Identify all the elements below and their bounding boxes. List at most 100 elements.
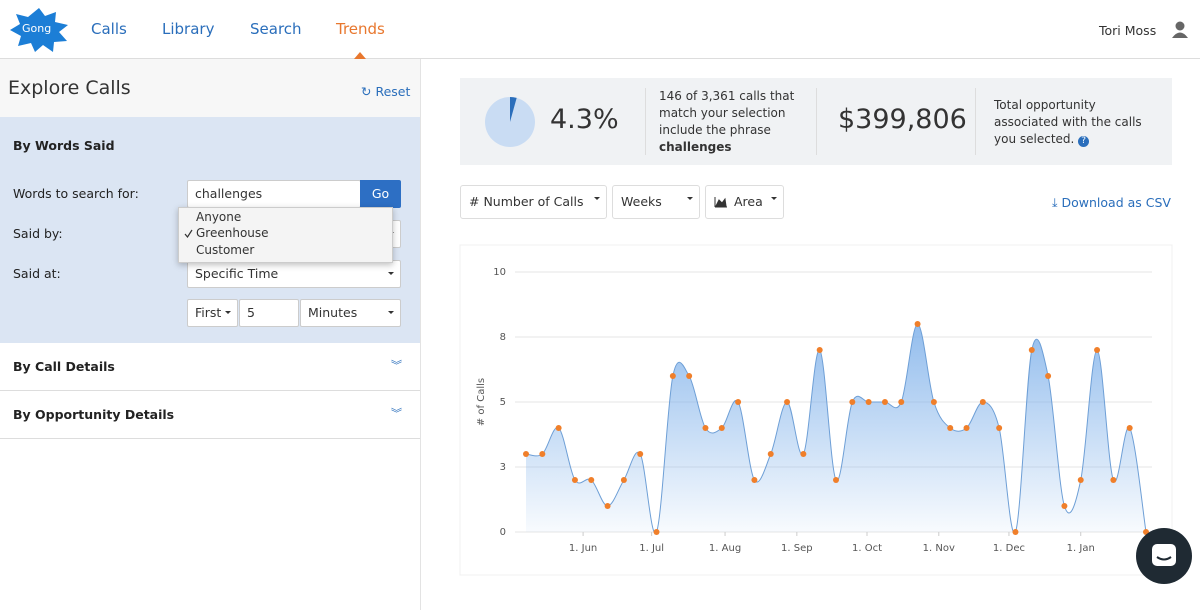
point — [735, 399, 742, 405]
stats-box: 4.3% 146 of 3,361 calls that match your … — [460, 78, 1172, 165]
amount-description: Total opportunity associated with the ca… — [994, 98, 1142, 147]
point — [1110, 477, 1117, 483]
user-icon[interactable] — [1171, 21, 1189, 39]
check-icon — [184, 229, 193, 238]
point — [849, 399, 856, 405]
option[interactable]: Customer — [196, 243, 255, 257]
point — [833, 477, 839, 483]
share-label: 4.3% — [550, 104, 619, 135]
unit-select[interactable]: Minutes — [300, 299, 401, 327]
x-tick-label: 1. Jun — [569, 543, 597, 554]
download-link[interactable]: ⤓ Download as CSV — [1052, 195, 1171, 210]
user-name[interactable]: Tori Moss — [1099, 23, 1157, 38]
first-select[interactable]: First — [187, 299, 238, 327]
y-tick-label: 3 — [500, 462, 506, 473]
area-icon — [714, 197, 727, 208]
description: Total opportunity associated with the ca… — [994, 98, 1142, 146]
point — [996, 425, 1003, 431]
x-tick-label: 1. Dec — [993, 543, 1025, 554]
x-tick-label: 1. Sep — [781, 543, 813, 554]
sidebar: Explore Calls ↻ Reset By Words Said Word… — [0, 59, 421, 610]
logo: Gong — [22, 22, 52, 35]
description: 146 of 3,361 calls that match your selec… — [659, 89, 795, 137]
y-axis-label: # of Calls — [476, 378, 487, 426]
field-label: Words to search for: — [13, 186, 139, 201]
x-tick-label: 1. Jul — [639, 543, 664, 554]
download-text[interactable]: Download as CSV — [1061, 195, 1171, 210]
said-by-dropdown: Anyone Greenhouse Customer — [178, 207, 393, 263]
collapsed-section[interactable]: By Opportunity Details ︾ — [0, 391, 420, 439]
period-select[interactable]: Weeks — [612, 185, 700, 219]
sidebar-title: Explore Calls — [8, 77, 131, 99]
point — [800, 451, 807, 457]
point — [865, 399, 872, 405]
logo-badge — [10, 8, 68, 52]
point — [1028, 347, 1035, 353]
point — [718, 425, 725, 431]
point — [963, 425, 970, 431]
point — [1077, 477, 1084, 483]
point — [881, 399, 888, 405]
metric-select[interactable]: # Number of Calls — [460, 185, 607, 219]
x-tick-label: 1. Oct — [852, 543, 882, 554]
point — [653, 529, 660, 535]
top-bar: Gong Calls Library Search Trends Tori Mo… — [0, 0, 1200, 59]
point — [979, 399, 986, 405]
point — [686, 373, 693, 379]
share-pie — [485, 97, 535, 147]
nav-link-active[interactable]: Trends — [336, 20, 385, 38]
point — [816, 347, 823, 353]
y-tick-label: 0 — [500, 527, 506, 538]
y-tick-label: 5 — [500, 397, 506, 408]
field-label: Said by: — [13, 226, 63, 241]
go-button[interactable]: Go — [360, 180, 401, 208]
point — [784, 399, 791, 405]
point — [767, 451, 774, 457]
point — [898, 399, 905, 405]
search-input[interactable]: challenges — [187, 180, 361, 208]
point — [1045, 373, 1052, 379]
words-said-panel: By Words Said Words to search for: chall… — [0, 117, 420, 343]
point — [588, 477, 595, 483]
point — [620, 477, 627, 483]
point — [947, 425, 954, 431]
area — [526, 324, 1146, 534]
point — [637, 451, 644, 457]
chat-button[interactable] — [1135, 527, 1193, 585]
option[interactable]: Anyone — [196, 210, 242, 224]
point — [930, 399, 937, 405]
x-tick-label: 1. Jan — [1067, 543, 1095, 554]
y-tick-label: 10 — [493, 267, 506, 278]
active-indicator — [354, 52, 366, 59]
x-tick-label: 1. Aug — [709, 543, 741, 554]
amount-input[interactable]: 5 — [239, 299, 299, 327]
reset-text[interactable]: Reset — [375, 84, 411, 99]
point — [702, 425, 709, 431]
point — [669, 373, 676, 379]
share-description: 146 of 3,361 calls that match your selec… — [659, 88, 809, 156]
line — [525, 323, 1147, 534]
section-heading[interactable]: By Opportunity Details — [13, 407, 175, 422]
point — [1061, 503, 1068, 509]
reset-link[interactable]: ↻ Reset — [361, 84, 411, 99]
point — [914, 321, 921, 327]
nav-link[interactable]: Calls — [91, 20, 127, 38]
point — [1012, 529, 1019, 535]
option-selected[interactable]: Greenhouse — [196, 226, 269, 240]
collapsed-section[interactable]: By Call Details ︾ — [0, 343, 420, 391]
nav-link[interactable]: Search — [250, 20, 302, 38]
x-tick-label: 1. Nov — [923, 543, 955, 554]
point — [1094, 347, 1101, 353]
section-heading[interactable]: By Call Details — [13, 359, 115, 374]
pie-slice — [510, 97, 517, 122]
point — [555, 425, 562, 431]
point — [523, 451, 529, 457]
phrase: challenges — [659, 140, 732, 154]
y-tick-label: 8 — [500, 332, 506, 343]
field-label: Said at: — [13, 266, 61, 281]
nav-link[interactable]: Library — [162, 20, 215, 38]
said-at-select[interactable]: Specific Time — [187, 260, 401, 288]
point — [604, 503, 611, 509]
point — [751, 477, 758, 483]
